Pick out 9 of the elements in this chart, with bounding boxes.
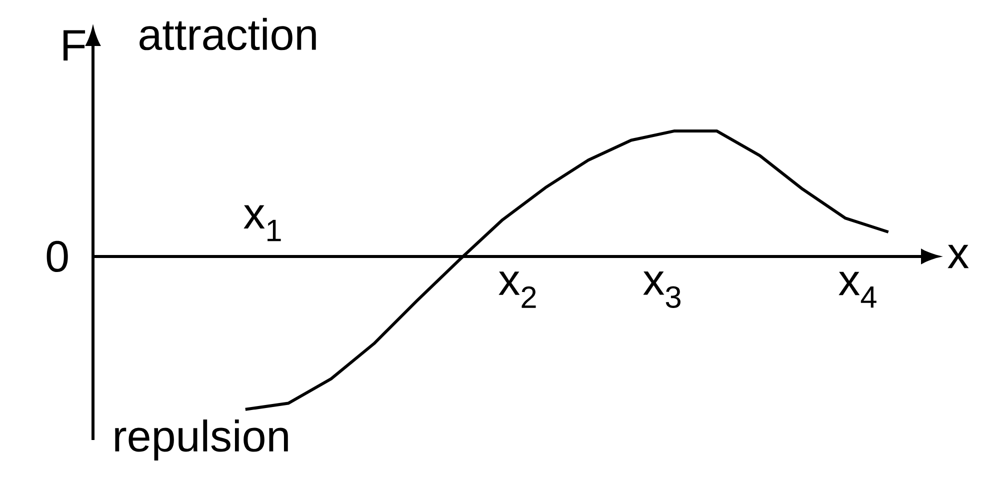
text: attraction	[140, 18, 316, 50]
text: repulsion	[115, 419, 288, 461]
annotation: x$_{3}$	[643, 272, 680, 308]
annotation: x$_{1}$	[244, 205, 281, 242]
x-axis-title: x	[948, 244, 969, 268]
text: 0	[46, 240, 68, 272]
annotation: x$_{2}$	[498, 272, 536, 308]
annotation: x$_{4}$	[838, 272, 876, 308]
y-axis-title: F	[64, 30, 86, 60]
